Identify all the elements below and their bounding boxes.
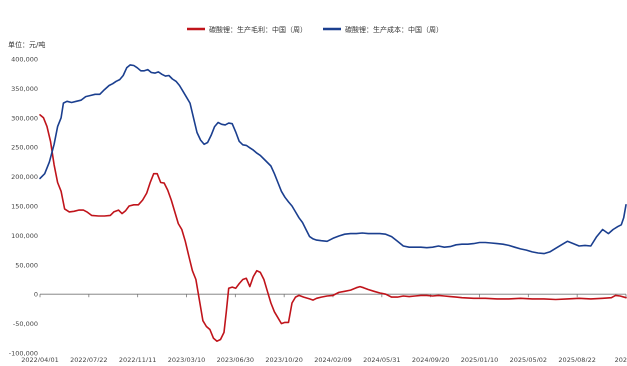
x-tick-label: 2024/09/20	[412, 356, 449, 362]
y-tick-label: 200,000	[11, 173, 38, 181]
y-tick-label: 400,000	[11, 56, 38, 64]
x-tick-label: 2022/04/01	[21, 356, 58, 362]
x-tick-label: 2023/03/10	[168, 356, 205, 362]
series-line-gross-profit	[39, 114, 627, 343]
x-tick-label: 2026/0	[615, 356, 627, 362]
y-tick-label: 0	[34, 291, 38, 299]
y-tick-label: 100,000	[11, 232, 38, 240]
y-tick-label: 50,000	[15, 261, 38, 269]
x-tick-label: 2024/02/09	[314, 356, 351, 362]
legend-label: 碳酸锂：生产成本：中国（周）	[345, 25, 443, 34]
unit-label: 单位：元/吨	[8, 40, 45, 49]
x-tick-label: 2024/05/31	[363, 356, 400, 362]
y-tick-label: -50,000	[13, 320, 38, 328]
x-tick-label: 2025/08/22	[558, 356, 595, 362]
x-tick-label: 2025/05/02	[510, 356, 547, 362]
y-tick-label: 300,000	[11, 114, 38, 122]
x-tick-label: 2022/11/11	[119, 356, 156, 362]
series-line-production-cost	[39, 64, 627, 255]
y-tick-label: 350,000	[11, 85, 38, 93]
x-tick-label: 2025/01/10	[461, 356, 498, 362]
x-tick-label: 2022/07/22	[70, 356, 107, 362]
legend-label: 碳酸锂：生产毛利：中国（周）	[209, 25, 307, 34]
y-tick-label: 250,000	[11, 144, 38, 152]
y-tick-label: 150,000	[11, 203, 38, 211]
x-tick-label: 2023/10/20	[265, 356, 302, 362]
x-tick-label: 2023/06/30	[217, 356, 254, 362]
y-tick-label: -100,000	[9, 350, 38, 358]
